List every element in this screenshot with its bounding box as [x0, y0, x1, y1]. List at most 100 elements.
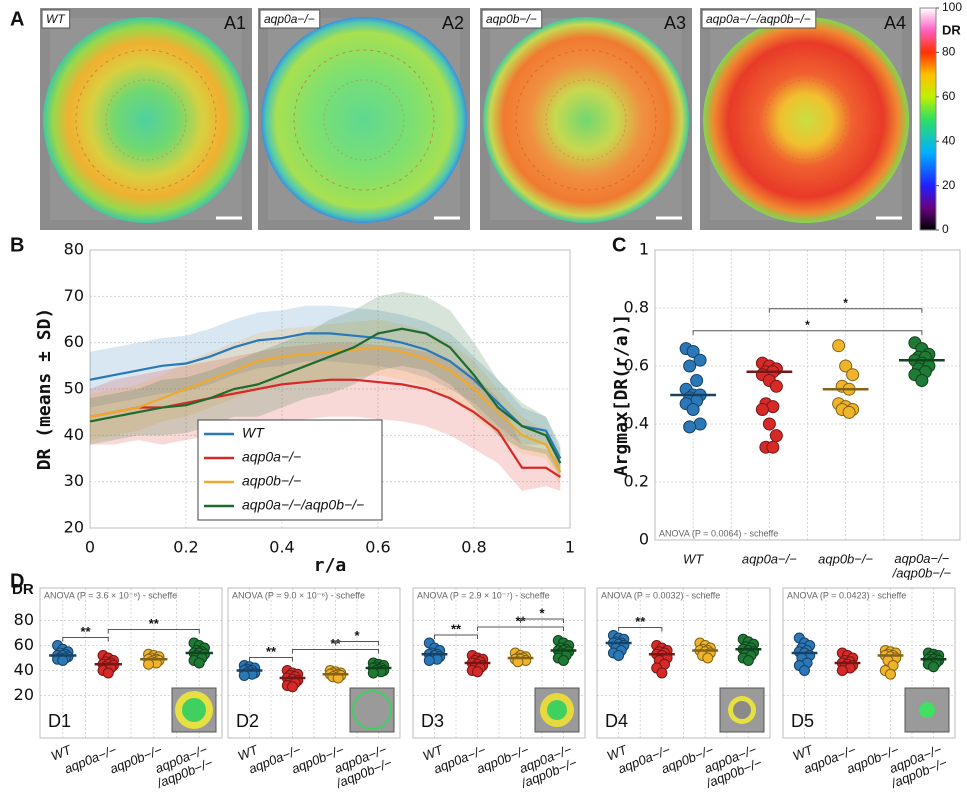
x-tick-label: 0 — [85, 538, 95, 557]
y-tick-label: 80 — [14, 610, 34, 629]
data-point — [368, 668, 378, 678]
panel-sublabel: D2 — [236, 711, 259, 731]
inset-core — [733, 701, 751, 719]
data-point — [916, 375, 928, 387]
data-point — [886, 669, 896, 679]
data-point — [194, 658, 204, 668]
panel-label: C — [612, 234, 626, 256]
data-point — [800, 666, 810, 676]
y-tick-label: 1 — [639, 240, 649, 259]
x-tick-label: WT — [683, 551, 704, 566]
legend-label: aqp0a−/− — [242, 449, 301, 465]
anova-annotation: ANOVA (P = 3.6 × 10⁻⁸) - scheffe — [44, 590, 177, 600]
x-axis-label: r/a — [314, 555, 347, 576]
data-point — [687, 404, 699, 416]
data-point — [424, 656, 434, 666]
x-tick-label: aqp0b−/− — [818, 551, 873, 566]
panel-sublabel: D5 — [791, 711, 814, 731]
y-tick-label: 40 — [14, 660, 34, 679]
significance-label: * — [539, 605, 545, 620]
data-point — [684, 421, 696, 433]
significance-label: * — [354, 628, 360, 643]
data-point — [703, 653, 713, 663]
anova-annotation: ANOVA (P = 9.0 × 10⁻⁶) - scheffe — [232, 590, 365, 600]
inset-core — [547, 700, 567, 720]
y-tick-label: 60 — [14, 635, 34, 654]
data-point — [837, 666, 847, 676]
y-tick-label: 0.8 — [624, 298, 649, 317]
significance-label: ** — [451, 621, 462, 636]
significance-label: * — [805, 318, 810, 332]
y-tick-label: 70 — [64, 286, 84, 305]
significance-label: * — [843, 296, 848, 310]
y-tick-label: 0 — [639, 530, 649, 549]
image-label: A1 — [224, 13, 246, 33]
data-point — [770, 380, 782, 392]
y-tick-label: 60 — [64, 332, 84, 351]
lens-map — [703, 17, 909, 223]
significance-label: ** — [149, 616, 160, 631]
image-label: A2 — [442, 13, 464, 33]
panel-sublabel: D3 — [421, 711, 444, 731]
x-tick-label: aqp0a−/−/aqp0b−/− — [892, 551, 952, 580]
anova-annotation: ANOVA (P = 0.0423) - scheffe — [787, 590, 906, 600]
colorbar-tick-label: 60 — [942, 89, 956, 103]
legend-label: aqp0b−/− — [242, 473, 301, 489]
image-label: A4 — [884, 13, 906, 33]
legend-label: aqp0a−/−/aqp0b−/− — [242, 497, 364, 513]
anova-annotation: ANOVA (P = 0.0064) - scheffe — [659, 528, 778, 538]
y-tick-label: 30 — [64, 471, 84, 490]
significance-label: ** — [80, 624, 91, 639]
panel-label: A — [10, 8, 24, 30]
data-point — [239, 671, 249, 681]
y-tick-label: 80 — [64, 240, 84, 259]
genotype-label: aqp0a−/− — [264, 12, 315, 26]
x-tick-label: 0.8 — [461, 538, 486, 557]
genotype-label: aqp0a−/−/aqp0b−/− — [706, 12, 811, 26]
y-axis-label: DR — [12, 581, 34, 598]
y-axis-label: Argmax[DR(r/a)] — [611, 314, 632, 477]
genotype-label: aqp0b−/− — [486, 12, 537, 26]
lens-map — [483, 17, 689, 223]
y-tick-label: 20 — [64, 518, 84, 537]
data-point — [833, 340, 845, 352]
y-tick-label: 20 — [14, 685, 34, 704]
panel-sublabel: D4 — [605, 711, 628, 731]
inset-core — [919, 702, 935, 718]
significance-label: ** — [266, 644, 277, 659]
panel-label: B — [10, 234, 24, 256]
y-axis-label: DR (means ± SD) — [34, 308, 55, 471]
x-tick-label: aqp0a−/− — [742, 551, 797, 566]
data-point — [763, 418, 775, 430]
colorbar-tick-label: 0 — [942, 222, 949, 236]
colorbar-tick-label: 40 — [942, 133, 956, 147]
data-point — [58, 656, 68, 666]
data-point — [691, 375, 703, 387]
data-point — [767, 441, 779, 453]
colorbar-tick-label: 80 — [942, 45, 956, 59]
colorbar — [920, 8, 936, 230]
colorbar-tick-label: 20 — [942, 178, 956, 192]
data-point — [103, 668, 113, 678]
x-tick-label: 0.4 — [269, 538, 294, 557]
data-point — [144, 659, 154, 669]
anova-annotation: ANOVA (P = 2.9 × 10⁻⁷) - scheffe — [417, 590, 550, 600]
data-point — [770, 430, 782, 442]
data-point — [684, 360, 696, 372]
data-point — [288, 682, 298, 692]
figure: AWTA1aqp0a−/−A2aqp0b−/−A3aqp0a−/−/aqp0b−… — [0, 0, 967, 798]
panel-sublabel: D1 — [48, 711, 71, 731]
legend-label: WT — [242, 425, 265, 441]
anova-annotation: ANOVA (P = 0.0032) - scheffe — [601, 590, 720, 600]
y-tick-label: 50 — [64, 379, 84, 398]
data-point — [843, 406, 855, 418]
data-point — [847, 369, 859, 381]
data-point — [614, 651, 624, 661]
data-point — [559, 656, 569, 666]
lens-map — [43, 17, 249, 223]
significance-label: ** — [635, 614, 646, 629]
inset-image — [350, 688, 394, 732]
y-tick-label: 40 — [64, 425, 84, 444]
data-point — [756, 404, 768, 416]
data-point — [929, 662, 939, 672]
